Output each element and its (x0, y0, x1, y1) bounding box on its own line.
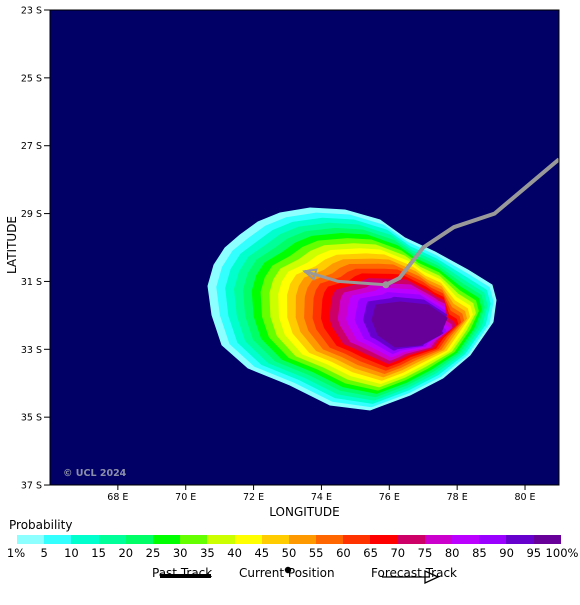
probability-colorbar (17, 535, 561, 544)
colorbar-swatch (44, 535, 72, 544)
past-track-line (385, 157, 559, 287)
colorbar-tick-label: 85 (472, 546, 487, 560)
colorbar-swatch (452, 535, 480, 544)
colorbar-tick-label: 15 (91, 546, 106, 560)
longitude-tick-label: 76 E (379, 492, 400, 503)
colorbar-tick-label: 40 (227, 546, 242, 560)
colorbar-tick-label: 80 (444, 546, 460, 560)
colorbar-tick-label: 30 (172, 546, 188, 560)
colorbar-tick-label: 35 (200, 546, 215, 560)
colorbar-tick-label: 70 (390, 546, 406, 560)
longitude-tick-label: 72 E (243, 492, 264, 503)
latitude-tick-label: 35 S (21, 413, 42, 424)
colorbar-swatch (316, 535, 344, 544)
colorbar-tick-label: 100% (545, 546, 579, 560)
colorbar-tick-label: 10 (64, 546, 79, 560)
colorbar-swatch (234, 535, 262, 544)
colorbar-swatch (479, 535, 507, 544)
longitude-tick-label: 70 E (175, 492, 196, 503)
longitude-tick-label: 78 E (447, 492, 468, 503)
y-axis-label: LATITUDE (5, 215, 19, 275)
storm-tracks (302, 157, 559, 289)
colorbar-tick-label: 60 (336, 546, 351, 560)
latitude-tick-label: 33 S (21, 345, 42, 356)
colorbar-labels: 1% 5 10 15 20 25 30 35 40 45 50 55 60 65 70 75 80 85 90 95 1… (0, 546, 580, 560)
forecast-arrowhead-icon (302, 268, 318, 281)
colorbar-swatch (370, 535, 398, 544)
colorbar-swatch (288, 535, 317, 544)
colorbar-tick-label: 75 (417, 546, 433, 560)
latitude-tick-label: 37 S (21, 481, 42, 492)
colorbar-swatch (261, 535, 289, 544)
colorbar-swatch (125, 535, 153, 544)
colorbar-swatch (152, 535, 181, 544)
latitude-tick-label: 29 S (21, 209, 42, 220)
colorbar-swatch (180, 535, 208, 544)
colorbar-tick-label: 25 (145, 546, 161, 560)
map-frame (49, 9, 560, 486)
colorbar-swatch (98, 535, 126, 544)
colorbar-swatch (397, 535, 425, 544)
probability-contours (207, 207, 497, 411)
latitude-tick-label: 25 S (21, 73, 42, 84)
current-position-symbol (284, 566, 292, 574)
x-axis-label: LONGITUDE (269, 505, 340, 519)
colorbar-tick-label: 20 (118, 546, 134, 560)
probability-contour (371, 301, 448, 348)
colorbar-swatch (17, 535, 45, 544)
forecast-track-label: Forecast Track (371, 566, 457, 580)
colorbar-tick-label: 1% (6, 546, 26, 560)
colorbar-swatch (71, 535, 99, 544)
colorbar-swatch (424, 535, 452, 544)
latitude-tick-label: 31 S (21, 277, 42, 288)
colorbar-tick-label: 95 (526, 546, 542, 560)
copyright-watermark: © UCL 2024 (63, 468, 127, 479)
colorbar-swatch (343, 535, 371, 544)
latitude-tick-label: 23 S (21, 6, 42, 17)
colorbar-swatch (207, 535, 235, 544)
current-position-label: Current Position (239, 566, 335, 580)
legend-title: Probability (9, 518, 73, 532)
longitude-tick-label: 80 E (514, 492, 535, 503)
longitude-tick-label: 74 E (311, 492, 332, 503)
colorbar-tick-label: 55 (308, 546, 324, 560)
legend-key-symbols (160, 566, 440, 584)
colorbar-tick-label: 90 (499, 546, 514, 560)
longitude-axis: 68 E 70 E 72 E 74 E 76 E 78 E 80 E (107, 485, 536, 503)
colorbar-tick-label: 5 (40, 546, 48, 560)
colorbar-tick-label: 65 (363, 546, 378, 560)
latitude-tick-label: 27 S (21, 141, 42, 152)
forecast-arrow-head-icon (424, 569, 440, 584)
colorbar-swatch (533, 535, 561, 544)
longitude-tick-label: 68 E (107, 492, 128, 503)
colorbar-tick-label: 50 (281, 546, 297, 560)
current-position-marker (382, 281, 390, 289)
colorbar-tick-label: 45 (254, 546, 270, 560)
past-track-label: Past Track (152, 566, 213, 580)
probability-map: 23 S 25 S 27 S 29 S 31 S 33 S 35 S 37 S 68 E 70 … (21, 6, 560, 503)
colorbar-swatch (506, 535, 534, 544)
latitude-axis: 23 S 25 S 27 S 29 S 31 S 33 S 35 S 37 S (21, 6, 50, 492)
